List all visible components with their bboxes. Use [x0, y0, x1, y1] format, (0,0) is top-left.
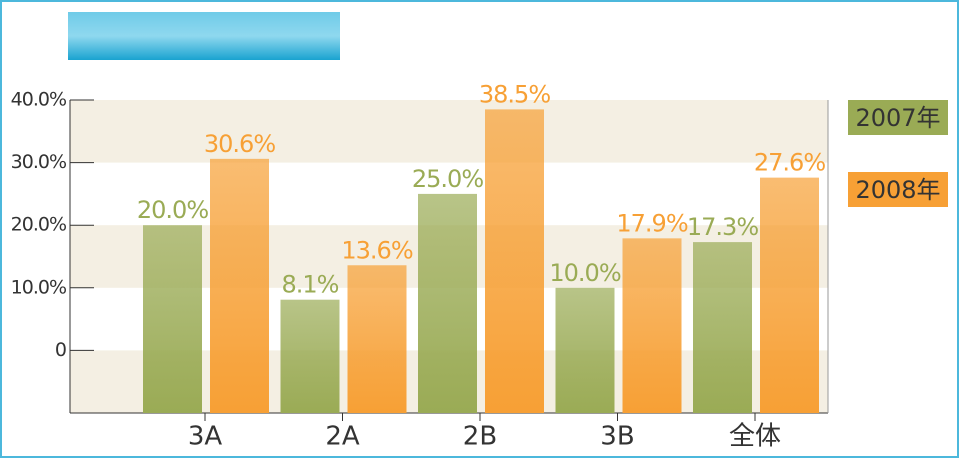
x-tick-label: 全体 — [729, 422, 781, 452]
legend-label: 2008年 — [855, 176, 940, 204]
bar — [418, 193, 477, 413]
value-label: 27.6% — [754, 149, 825, 177]
legend-label: 2007年 — [855, 104, 940, 132]
value-label: 10.0% — [549, 259, 620, 287]
value-label: 17.9% — [616, 209, 687, 237]
bar — [693, 242, 752, 413]
y-tick-label: 40.0% — [11, 89, 66, 111]
value-label: 25.0% — [412, 165, 483, 193]
bar — [210, 158, 269, 413]
value-label: 13.6% — [341, 236, 412, 264]
title-banner — [68, 12, 340, 60]
value-label: 20.0% — [137, 196, 208, 224]
y-tick-label: 20.0% — [11, 214, 66, 236]
bar — [347, 265, 407, 413]
bar — [760, 177, 819, 413]
legend-swatch — [848, 100, 948, 135]
bar — [622, 238, 682, 413]
bar — [555, 287, 615, 413]
bar — [143, 225, 202, 413]
x-tick-label: 2A — [325, 422, 360, 452]
value-label: 38.5% — [479, 80, 550, 108]
value-label: 17.3% — [687, 213, 758, 241]
bar — [280, 299, 340, 413]
x-tick-label: 3B — [600, 422, 634, 452]
x-tick-label: 2B — [463, 422, 497, 452]
value-label: 8.1% — [282, 271, 339, 299]
bar — [485, 109, 544, 413]
x-tick-label: 3A — [188, 422, 223, 452]
legend-swatch — [848, 172, 948, 207]
y-tick-label: 10.0% — [11, 276, 66, 298]
y-tick-label: 30.0% — [11, 151, 66, 173]
value-label: 30.6% — [204, 130, 275, 158]
y-tick-label: 0 — [55, 339, 66, 361]
stripe — [70, 100, 828, 163]
